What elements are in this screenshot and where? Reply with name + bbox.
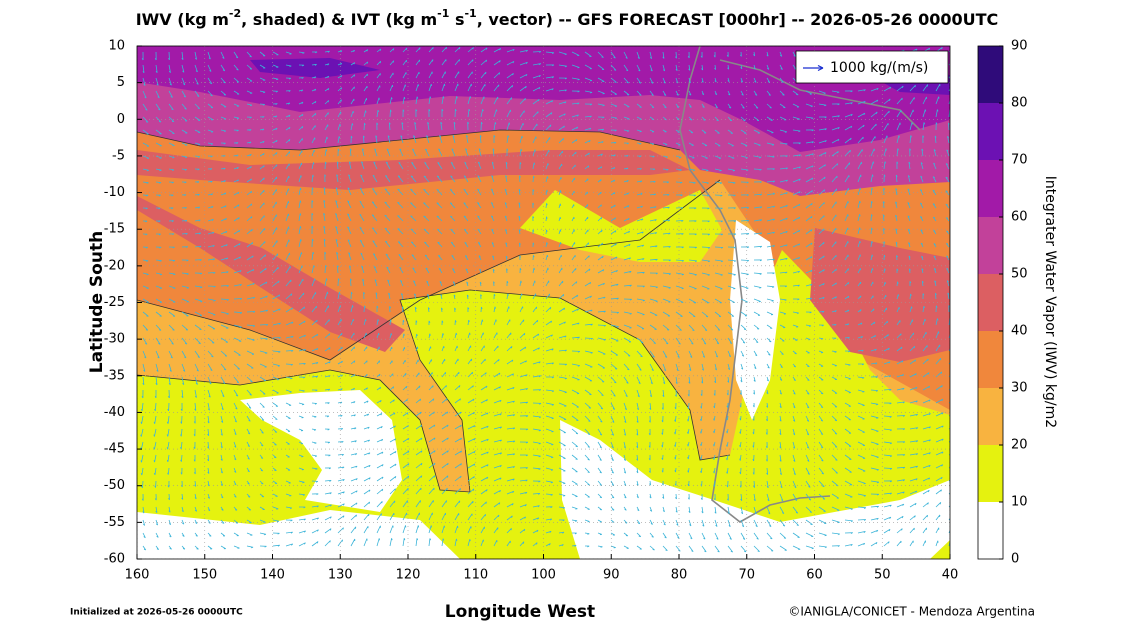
y-tick-label: 10 bbox=[108, 39, 125, 54]
colorbar-frame bbox=[977, 45, 1004, 560]
y-tick-label: 0 bbox=[117, 112, 125, 127]
colorbar-segment bbox=[978, 331, 1003, 388]
y-tick-label: -30 bbox=[104, 332, 125, 347]
colorbar-tick-label: 10 bbox=[1011, 495, 1028, 510]
colorbar-tick-label: 70 bbox=[1011, 153, 1028, 168]
x-tick-label: 130 bbox=[328, 568, 353, 583]
colorbar-tick-label: 60 bbox=[1011, 210, 1028, 225]
x-tick-label: 90 bbox=[603, 568, 620, 583]
x-tick-label: 110 bbox=[463, 568, 488, 583]
colorbar-segment bbox=[978, 217, 1003, 274]
colorbar-label: Integrater Water Vapor (IWV) kg/m2 bbox=[1042, 176, 1058, 428]
legend-arrow-head bbox=[817, 64, 824, 72]
colorbar-segment bbox=[978, 103, 1003, 160]
footer-left: Initialized at 2026-05-26 0000UTC bbox=[70, 608, 243, 618]
colorbar-tick-label: 80 bbox=[1011, 96, 1028, 111]
colorbar-segment bbox=[978, 46, 1003, 103]
colorbar-tick-label: 50 bbox=[1011, 267, 1028, 282]
title-part: , shaded) & IVT (kg m bbox=[241, 10, 437, 29]
y-tick-label: -55 bbox=[104, 515, 125, 530]
colorbar-tick-label: 40 bbox=[1011, 324, 1028, 339]
title-superscript: -2 bbox=[229, 7, 241, 20]
colorbar-segment bbox=[978, 388, 1003, 445]
title-superscript: -1 bbox=[464, 7, 476, 20]
y-axis-label: Latitude South bbox=[87, 231, 107, 373]
colorbar-tick-label: 30 bbox=[1011, 381, 1028, 396]
x-axis-label: Longitude West bbox=[445, 602, 595, 622]
y-tick-label: -50 bbox=[104, 478, 125, 493]
x-tick-label: 40 bbox=[942, 568, 959, 583]
title: IWV (kg m-2, shaded) & IVT (kg m-1 s-1, … bbox=[136, 7, 999, 29]
x-tick-label: 60 bbox=[806, 568, 823, 583]
iwv-field bbox=[137, 46, 950, 559]
x-tick-label: 80 bbox=[671, 568, 688, 583]
x-tick-label: 140 bbox=[260, 568, 285, 583]
footer-right: ©IANIGLA/CONICET - Mendoza Argentina bbox=[788, 605, 1035, 619]
title-part: IWV (kg m bbox=[136, 10, 229, 29]
colorbar-tick-label: 20 bbox=[1011, 438, 1028, 453]
y-tick-label: -25 bbox=[104, 295, 125, 310]
y-tick-label: -10 bbox=[104, 185, 125, 200]
y-tick-label: -45 bbox=[104, 442, 125, 457]
y-tick-label: -60 bbox=[104, 552, 125, 567]
legend-label: 1000 kg/(m/s) bbox=[830, 60, 928, 76]
x-tick-label: 160 bbox=[125, 568, 150, 583]
y-tick-label: -40 bbox=[104, 405, 125, 420]
y-tick-label: -35 bbox=[104, 368, 125, 383]
colorbar-segment bbox=[978, 502, 1003, 559]
y-tick-label: 5 bbox=[117, 75, 125, 90]
title-part: , vector) -- GFS FORECAST [000hr] -- 202… bbox=[477, 10, 999, 29]
y-tick-label: -15 bbox=[104, 222, 125, 237]
title-part: s bbox=[449, 10, 464, 29]
colorbar-segment bbox=[978, 160, 1003, 217]
x-tick-label: 100 bbox=[531, 568, 556, 583]
x-tick-label: 50 bbox=[874, 568, 891, 583]
y-tick-label: -20 bbox=[104, 258, 125, 273]
colorbar-segment bbox=[978, 274, 1003, 331]
y-tick-label: -5 bbox=[112, 148, 125, 163]
x-tick-label: 120 bbox=[396, 568, 421, 583]
colorbar-segment bbox=[978, 445, 1003, 502]
x-tick-label: 70 bbox=[738, 568, 755, 583]
x-tick-label: 150 bbox=[192, 568, 217, 583]
colorbar-tick-label: 90 bbox=[1011, 39, 1028, 54]
colorbar-tick-label: 0 bbox=[1011, 552, 1019, 567]
title-superscript: -1 bbox=[437, 7, 449, 20]
